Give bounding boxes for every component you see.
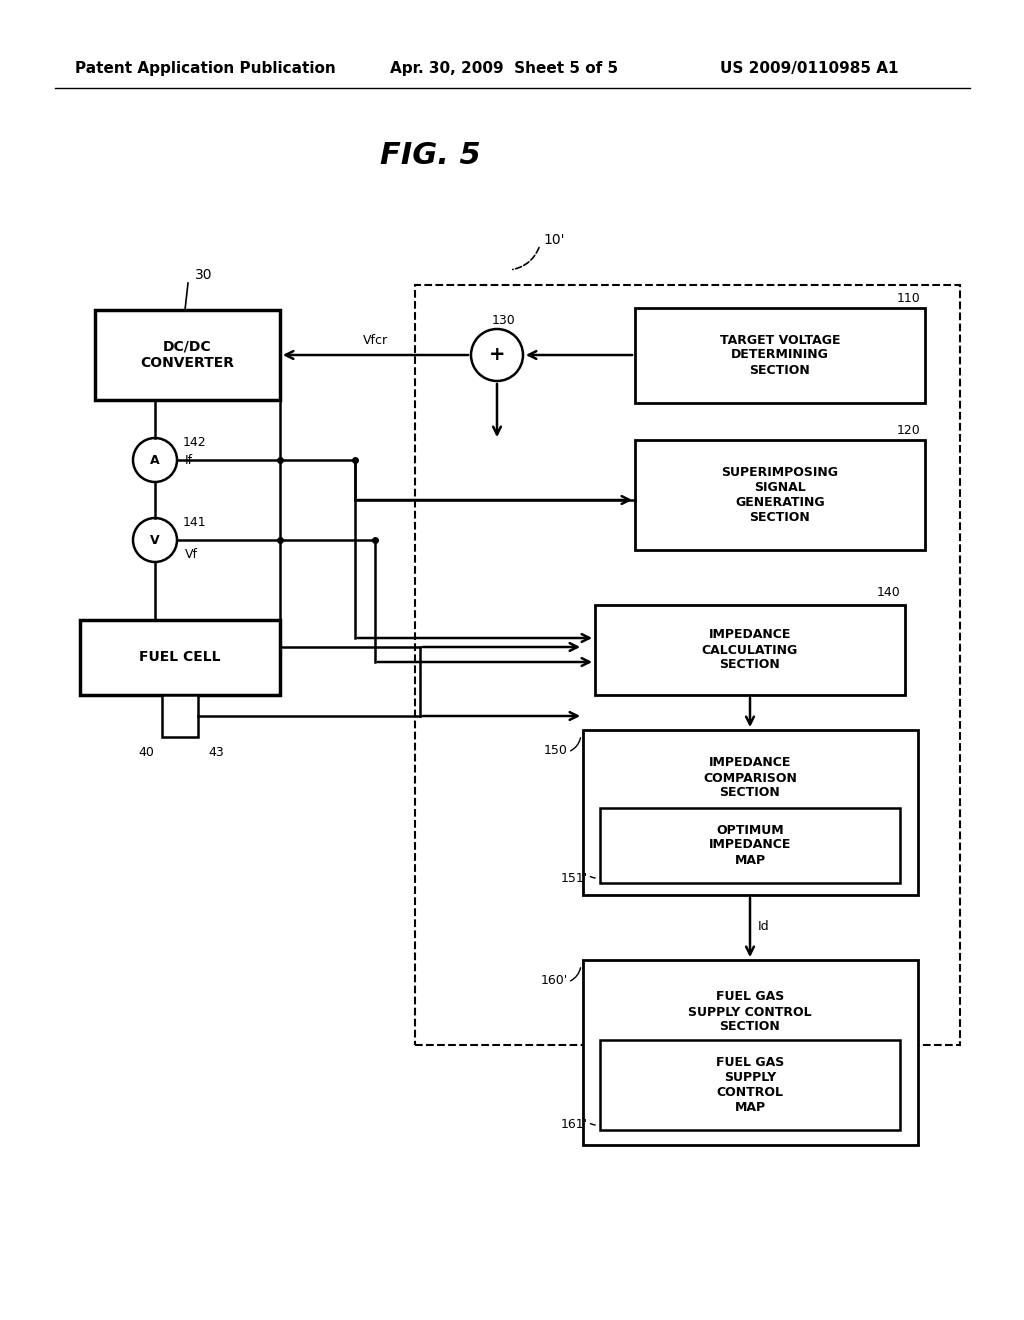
Bar [415,285,961,1045]
Text: 110: 110 [896,292,920,305]
Bar [595,605,905,696]
Bar [600,808,900,883]
Text: Id: Id [758,920,770,933]
Text: OPTIMUM
IMPEDANCE
MAP: OPTIMUM IMPEDANCE MAP [709,824,792,866]
Text: If: If [185,454,194,466]
Text: FUEL GAS
SUPPLY CONTROL
SECTION: FUEL GAS SUPPLY CONTROL SECTION [688,990,812,1034]
Text: US 2009/0110985 A1: US 2009/0110985 A1 [720,61,898,75]
Text: 142: 142 [183,436,207,449]
Text: IMPEDANCE
CALCULATING
SECTION: IMPEDANCE CALCULATING SECTION [701,628,798,672]
Text: 40: 40 [138,747,154,759]
Text: A: A [151,454,160,466]
Text: 151': 151' [561,871,588,884]
Text: 141: 141 [183,516,207,528]
Bar [600,1040,900,1130]
Text: IMPEDANCE
COMPARISON
SECTION: IMPEDANCE COMPARISON SECTION [703,756,797,800]
Bar [635,308,925,403]
Text: FUEL GAS
SUPPLY
CONTROL
MAP: FUEL GAS SUPPLY CONTROL MAP [716,1056,784,1114]
Text: 160': 160' [541,974,568,986]
Text: Patent Application Publication: Patent Application Publication [75,61,336,75]
Text: Vfcr: Vfcr [362,334,387,347]
Text: +: + [488,346,505,364]
Bar [95,310,280,400]
Bar [635,440,925,550]
Text: 140: 140 [877,586,900,599]
Text: FUEL CELL: FUEL CELL [139,649,221,664]
Text: Vf: Vf [185,548,198,561]
Text: V: V [151,533,160,546]
Text: FIG. 5: FIG. 5 [380,140,480,169]
Bar [80,620,280,696]
Bar [162,696,198,737]
Text: 120: 120 [896,424,920,437]
Text: SUPERIMPOSING
SIGNAL
GENERATING
SECTION: SUPERIMPOSING SIGNAL GENERATING SECTION [722,466,839,524]
Text: 161': 161' [561,1118,588,1131]
Text: TARGET VOLTAGE
DETERMINING
SECTION: TARGET VOLTAGE DETERMINING SECTION [720,334,841,376]
Bar [583,960,918,1144]
Text: 130: 130 [492,314,516,326]
Text: DC/DC
CONVERTER: DC/DC CONVERTER [140,339,234,370]
Text: Apr. 30, 2009  Sheet 5 of 5: Apr. 30, 2009 Sheet 5 of 5 [390,61,618,75]
Bar [583,730,918,895]
Text: 10': 10' [543,234,564,247]
Text: 43: 43 [208,747,224,759]
Text: 30: 30 [195,268,213,282]
Text: 150: 150 [544,743,568,756]
